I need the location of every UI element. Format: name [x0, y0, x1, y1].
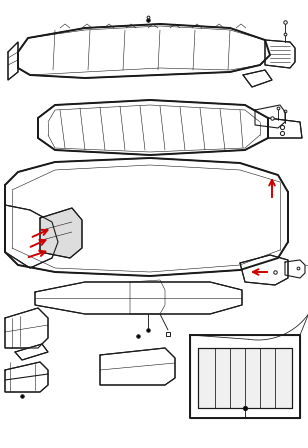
- Polygon shape: [198, 348, 292, 408]
- Polygon shape: [18, 24, 270, 78]
- Polygon shape: [5, 362, 48, 392]
- Polygon shape: [38, 100, 268, 155]
- Polygon shape: [5, 205, 58, 268]
- Polygon shape: [5, 158, 288, 276]
- Polygon shape: [15, 344, 48, 360]
- Polygon shape: [35, 282, 242, 314]
- Polygon shape: [243, 70, 272, 87]
- Polygon shape: [40, 208, 82, 258]
- Polygon shape: [265, 40, 295, 68]
- Polygon shape: [8, 42, 18, 80]
- Polygon shape: [100, 348, 175, 385]
- Polygon shape: [5, 308, 48, 348]
- Polygon shape: [240, 255, 288, 285]
- Polygon shape: [190, 335, 300, 418]
- Polygon shape: [268, 118, 302, 138]
